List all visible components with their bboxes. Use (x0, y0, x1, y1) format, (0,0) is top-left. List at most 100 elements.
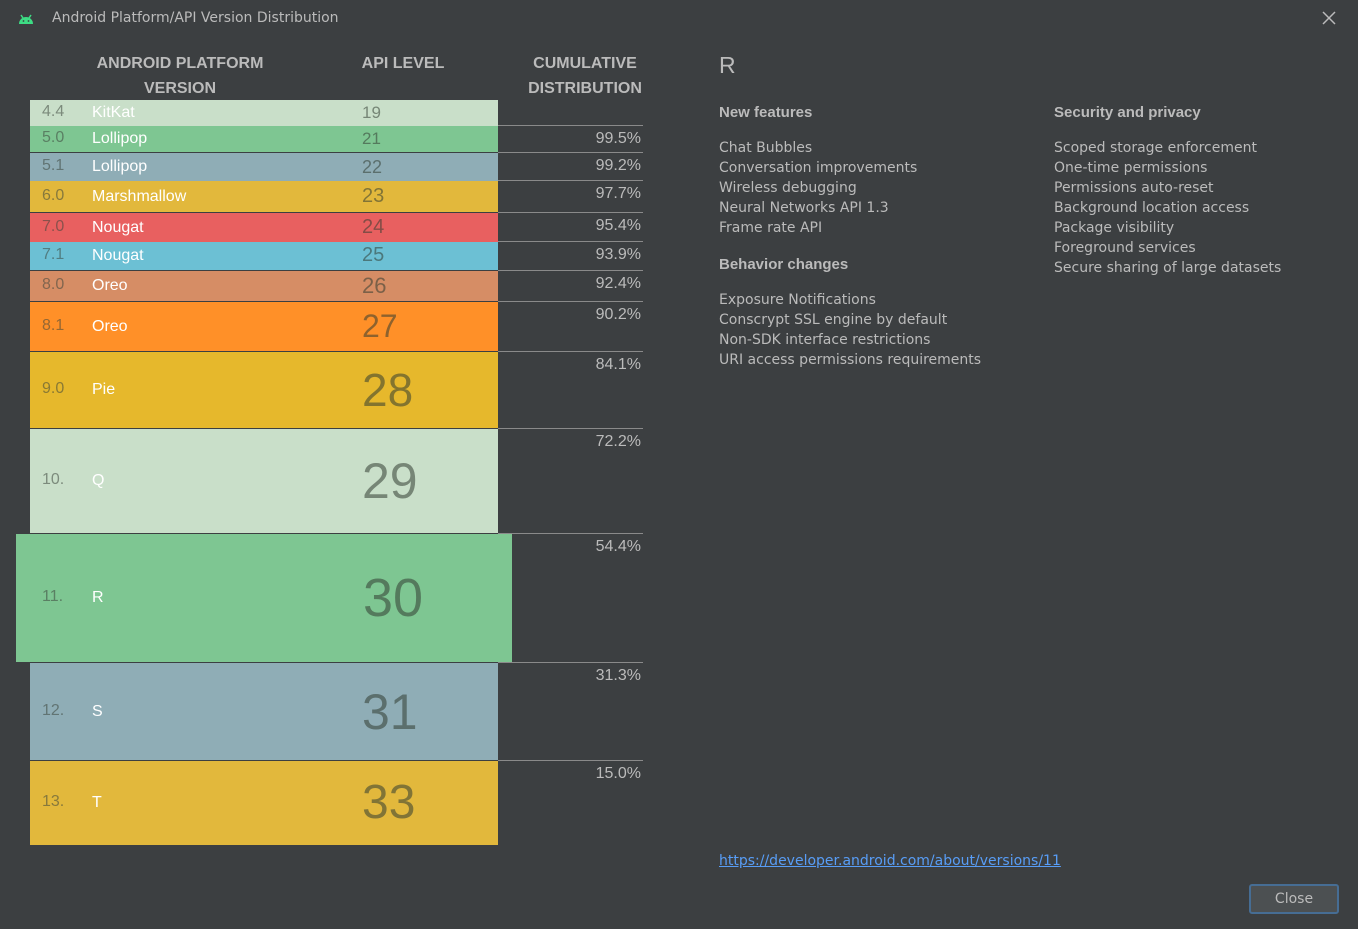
cumulative-distribution-value: 99.5% (595, 130, 641, 147)
platform-codename: Pie (92, 381, 116, 398)
version-bar-api-21[interactable]: 5.0 Lollipop 21 (30, 126, 498, 152)
platform-version-number: 7.1 (42, 246, 65, 263)
version-bar-api-29[interactable]: 10. Q 29 (30, 429, 498, 533)
documentation-link[interactable]: https://developer.android.com/about/vers… (719, 853, 1061, 869)
platform-version-header-line1: ANDROID PLATFORM (96, 55, 264, 72)
platform-version-header-line2: VERSION (143, 80, 216, 97)
cumulative-distribution-cell: 92.4% (498, 270, 643, 292)
api-level-value: 21 (362, 129, 381, 148)
new-feature-item: Chat Bubbles (719, 140, 813, 156)
platform-version-number: 12. (42, 702, 65, 719)
platform-version-number: 6.0 (42, 187, 65, 204)
security-privacy-item: Foreground services (1054, 240, 1196, 256)
api-level-value: 26 (362, 273, 387, 298)
cumulative-header-line1: CUMULATIVE (533, 55, 637, 72)
platform-codename: Marshmallow (92, 188, 187, 205)
version-bar-api-26[interactable]: 8.0 Oreo 26 (30, 271, 498, 301)
behavior-change-item: URI access permissions requirements (719, 352, 982, 368)
platform-codename: Lollipop (92, 130, 148, 147)
cumulative-distribution-cell: 95.4% (498, 212, 643, 234)
security-privacy-item: One-time permissions (1054, 160, 1208, 176)
platform-version-number: 10. (42, 471, 65, 488)
cumulative-distribution-value: 84.1% (595, 356, 641, 373)
platform-codename: R (92, 589, 104, 606)
version-bar-api-24[interactable]: 7.0 Nougat 24 (30, 213, 498, 242)
cumulative-distribution-header: CUMULATIVE DISTRIBUTION (520, 51, 650, 101)
version-bar-api-28[interactable]: 9.0 Pie 28 (30, 352, 498, 428)
cumulative-distribution-cell: 93.9% (498, 241, 643, 263)
security-privacy-item: Permissions auto-reset (1054, 180, 1214, 196)
platform-codename: S (92, 703, 103, 720)
version-bar-api-19[interactable]: 4.4 KitKat 19 (30, 100, 498, 126)
cumulative-distribution-cell: 84.1% (498, 351, 643, 373)
api-level-value: 22 (362, 157, 383, 177)
cumulative-distribution-cell: 99.2% (498, 152, 643, 174)
api-level-value: 33 (362, 776, 416, 829)
api-level-value: 31 (362, 684, 418, 740)
new-feature-item: Conversation improvements (719, 160, 918, 176)
cumulative-distribution-value: 72.2% (595, 433, 641, 450)
security-privacy-item: Background location access (1054, 200, 1250, 216)
platform-codename: Oreo (92, 277, 128, 294)
cumulative-distribution-value: 93.9% (595, 246, 641, 263)
cumulative-distribution-cell: 54.4% (498, 533, 643, 555)
version-bar-api-30[interactable]: 11. R 30 (16, 534, 512, 662)
close-button[interactable]: Close (1249, 884, 1339, 914)
platform-codename: Lollipop (92, 158, 148, 175)
api-level-value: 30 (363, 568, 424, 628)
cumulative-header-line2: DISTRIBUTION (528, 80, 642, 97)
api-level-value: 23 (362, 185, 385, 207)
platform-version-number: 7.0 (42, 218, 65, 235)
cumulative-distribution-cell: 97.7% (498, 180, 643, 202)
cumulative-distribution-value: 90.2% (595, 306, 641, 323)
platform-version-number: 5.0 (42, 129, 65, 146)
cumulative-distribution-cell: 15.0% (498, 760, 643, 782)
cumulative-distribution-value: 95.4% (595, 217, 641, 234)
version-bar-api-23[interactable]: 6.0 Marshmallow 23 (30, 181, 498, 212)
new-feature-item: Wireless debugging (719, 180, 857, 196)
api-level-value: 24 (362, 216, 385, 238)
security-privacy-list: Scoped storage enforcement One-time permi… (1054, 138, 1281, 278)
behavior-change-item: Non-SDK interface restrictions (719, 332, 931, 348)
cumulative-distribution-value: 92.4% (595, 275, 641, 292)
version-bar-api-27[interactable]: 8.1 Oreo 27 (30, 302, 498, 351)
platform-version-number: 4.4 (42, 103, 65, 120)
behavior-change-item: Exposure Notifications (719, 292, 876, 308)
platform-codename: KitKat (92, 104, 135, 121)
platform-version-number: 11. (42, 588, 64, 605)
platform-version-number: 5.1 (42, 157, 65, 174)
behavior-changes-heading: Behavior changes (719, 256, 849, 273)
version-bar-api-25[interactable]: 7.1 Nougat 25 (30, 242, 498, 270)
cumulative-distribution-value: 99.2% (595, 157, 641, 174)
platform-version-number: 13. (42, 793, 65, 810)
cumulative-distribution-cell: 90.2% (498, 301, 643, 323)
close-icon[interactable] (1316, 5, 1342, 31)
api-level-value: 29 (362, 453, 418, 509)
new-feature-item: Neural Networks API 1.3 (719, 200, 889, 216)
version-bar-api-33[interactable]: 13. T 33 (30, 761, 498, 845)
cumulative-distribution-cell: 31.3% (498, 662, 643, 684)
platform-codename: Q (92, 472, 105, 489)
new-features-heading: New features (719, 104, 813, 121)
security-privacy-item: Scoped storage enforcement (1054, 140, 1257, 156)
version-bar-api-31[interactable]: 12. S 31 (30, 663, 498, 760)
api-level-value: 27 (362, 308, 398, 344)
detail-title: R (719, 52, 736, 78)
cumulative-distribution-value: 15.0% (595, 765, 641, 782)
cumulative-distribution-cell: 72.2% (498, 428, 643, 450)
android-icon (19, 14, 33, 24)
cumulative-distribution-cell: 99.5% (498, 125, 643, 147)
platform-version-number: 8.0 (42, 276, 65, 293)
cumulative-distribution-value: 54.4% (595, 538, 641, 555)
security-privacy-item: Secure sharing of large datasets (1054, 260, 1282, 276)
platform-codename: T (92, 794, 102, 811)
platform-version-number: 9.0 (42, 380, 65, 397)
window-title: Android Platform/API Version Distributio… (52, 10, 339, 26)
api-level-value: 25 (362, 244, 385, 266)
version-bar-api-22[interactable]: 5.1 Lollipop 22 (30, 153, 498, 181)
behavior-changes-list: Exposure Notifications Conscrypt SSL engi… (719, 290, 981, 370)
platform-codename: Nougat (92, 247, 144, 264)
api-level-value: 28 (362, 364, 414, 416)
behavior-change-item: Conscrypt SSL engine by default (719, 312, 948, 328)
api-level-header: API LEVEL (361, 55, 445, 72)
